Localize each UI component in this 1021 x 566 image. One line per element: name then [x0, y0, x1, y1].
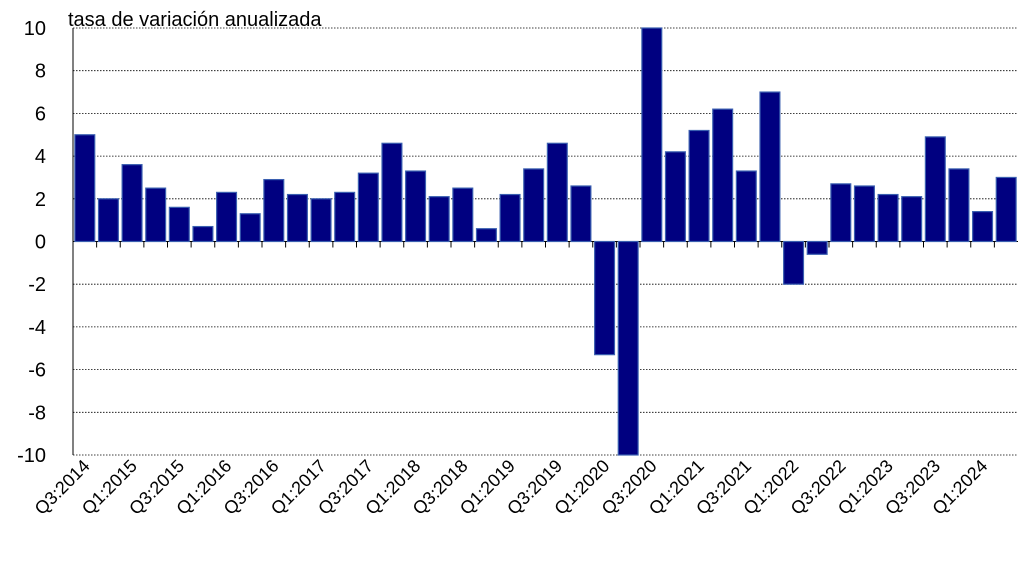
chart-title: tasa de variación anualizada — [68, 9, 322, 31]
bar — [972, 211, 994, 243]
bar — [216, 191, 238, 243]
bar — [523, 168, 545, 243]
y-tick-label: 0 — [35, 232, 46, 254]
y-tick-label: -6 — [28, 360, 46, 382]
y-tick-label: 2 — [35, 189, 46, 211]
bar — [263, 178, 285, 243]
y-tick-label: -8 — [28, 402, 46, 424]
bar — [664, 151, 686, 243]
bar — [735, 170, 757, 243]
bar — [853, 185, 875, 243]
bar — [168, 206, 190, 243]
bar — [759, 91, 781, 243]
bar — [381, 142, 403, 243]
y-tick-label: 10 — [24, 18, 46, 40]
bar — [357, 172, 379, 243]
bar — [499, 193, 521, 243]
bar — [97, 198, 119, 243]
y-tick-label: -4 — [28, 317, 46, 339]
bar — [594, 240, 616, 356]
y-tick-label: -2 — [28, 274, 46, 296]
bar — [830, 183, 852, 243]
bar — [145, 187, 167, 243]
y-tick-label: -10 — [17, 445, 46, 467]
y-tick-label: 8 — [35, 61, 46, 83]
bar — [239, 213, 261, 243]
bar — [121, 164, 143, 243]
bar — [452, 187, 474, 243]
bar — [428, 196, 450, 243]
bar — [948, 168, 970, 243]
bar — [192, 225, 214, 243]
bar — [924, 136, 946, 243]
bar — [617, 240, 639, 456]
bar — [783, 240, 805, 285]
bar — [806, 240, 828, 255]
bar — [546, 142, 568, 243]
bar — [641, 27, 663, 243]
bar — [877, 193, 899, 243]
bar — [995, 176, 1017, 243]
y-tick-label: 6 — [35, 103, 46, 125]
bar — [570, 185, 592, 243]
y-tick-label: 4 — [35, 146, 46, 168]
bar — [334, 191, 356, 243]
bar — [688, 129, 710, 243]
bar — [74, 134, 96, 243]
bar — [405, 170, 427, 243]
bar — [310, 198, 332, 243]
bar — [901, 196, 923, 243]
bar — [286, 193, 308, 243]
bar — [712, 108, 734, 243]
bar — [475, 228, 497, 243]
